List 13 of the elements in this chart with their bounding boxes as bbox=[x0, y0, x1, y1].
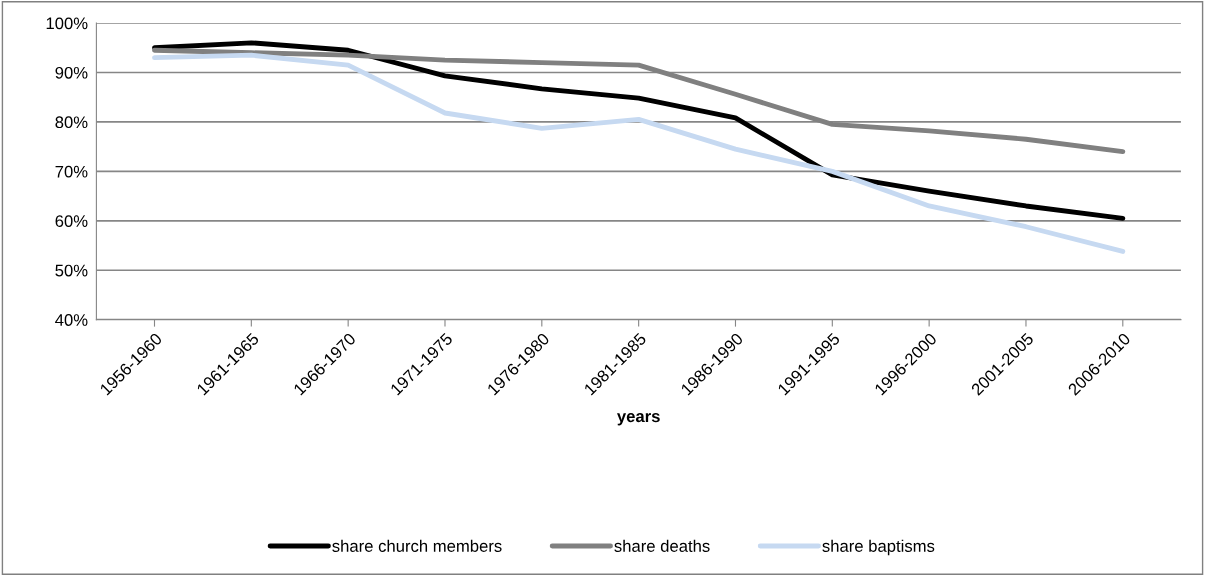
y-tick-label: 40% bbox=[55, 314, 88, 326]
y-tick-label: 70% bbox=[55, 165, 88, 178]
y-tick-label: 50% bbox=[55, 264, 88, 277]
y-tick-label: 60% bbox=[55, 215, 88, 227]
legend-label: share deaths bbox=[614, 539, 710, 552]
line-series bbox=[152, 52, 1126, 254]
legend-label: share church members bbox=[332, 539, 502, 552]
y-tick-label: 90% bbox=[55, 66, 88, 79]
legend-label: share baptisms bbox=[822, 539, 935, 556]
line-series bbox=[152, 40, 1126, 221]
y-tick-label: 100% bbox=[46, 17, 88, 30]
x-axis-title: years bbox=[617, 413, 660, 426]
y-tick-label: 80% bbox=[55, 116, 88, 129]
